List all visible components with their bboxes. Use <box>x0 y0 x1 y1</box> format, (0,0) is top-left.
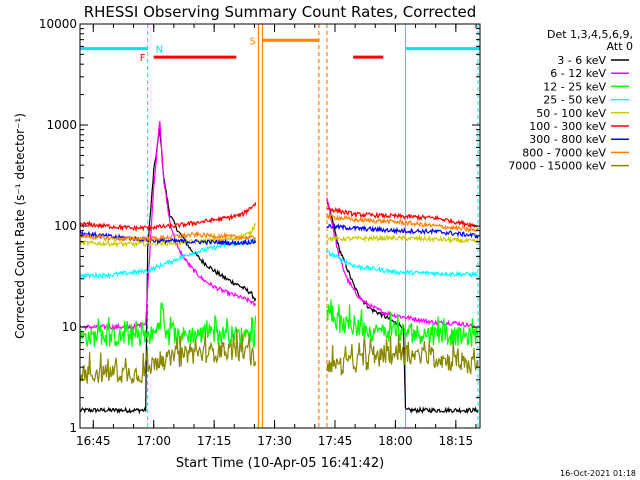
legend-label: 6 - 12 keV <box>550 67 606 80</box>
series-line-0 <box>79 128 257 415</box>
series-line-2 <box>326 299 479 347</box>
legend-label: 7000 - 15000 keV <box>508 160 606 173</box>
x-tick-label: 17:45 <box>318 434 353 448</box>
series-line-6 <box>326 222 479 240</box>
y-tick-label: 10 <box>62 320 77 334</box>
series-line-7 <box>79 231 257 243</box>
legend-header: Att 0 <box>607 40 633 53</box>
series-line-5 <box>326 206 478 230</box>
generation-timestamp: 16-Oct-2021 01:18 <box>560 469 636 478</box>
series-line-4 <box>79 222 257 249</box>
y-tick-label: 1000 <box>46 118 77 132</box>
series-line-8 <box>79 329 257 384</box>
legend-header: Det 1,3,4,5,6,9, <box>547 28 633 41</box>
series-line-7 <box>326 212 479 233</box>
legend-label: 3 - 6 keV <box>557 54 606 67</box>
flare-flag-label: F <box>140 53 146 64</box>
y-axis-label: Corrected Count Rate (s⁻¹ detector⁻¹) <box>13 113 27 339</box>
legend-label: 50 - 100 keV <box>536 107 606 120</box>
y-tick-label: 10000 <box>39 17 77 31</box>
x-tick-label: 17:00 <box>136 434 171 448</box>
legend-label: 25 - 50 keV <box>543 94 606 107</box>
x-tick-label: 17:30 <box>257 434 292 448</box>
night-flag-label: N <box>156 45 163 56</box>
series-line-5 <box>79 202 257 233</box>
series-line-8 <box>326 333 479 376</box>
series-line-2 <box>79 301 257 348</box>
x-tick-label: 18:15 <box>439 434 474 448</box>
legend-label: 300 - 800 keV <box>529 133 606 146</box>
saa-flag-label: S <box>249 36 255 47</box>
x-tick-label: 18:00 <box>378 434 413 448</box>
series-line-1 <box>326 197 478 329</box>
chart-title: RHESSI Observing Summary Count Rates, Co… <box>84 3 477 21</box>
legend-label: 800 - 7000 keV <box>522 146 606 159</box>
legend-label: 100 - 300 keV <box>529 120 606 133</box>
series-line-4 <box>326 234 479 244</box>
y-tick-label: 1 <box>69 421 77 435</box>
y-tick-label: 100 <box>54 219 77 233</box>
x-tick-label: 17:15 <box>197 434 232 448</box>
x-axis-label: Start Time (10-Apr-05 16:41:42) <box>176 456 384 471</box>
legend-label: 12 - 25 keV <box>543 80 606 93</box>
series-line-6 <box>79 229 257 247</box>
x-tick-label: 16:45 <box>76 434 111 448</box>
series-line-3 <box>326 250 479 278</box>
